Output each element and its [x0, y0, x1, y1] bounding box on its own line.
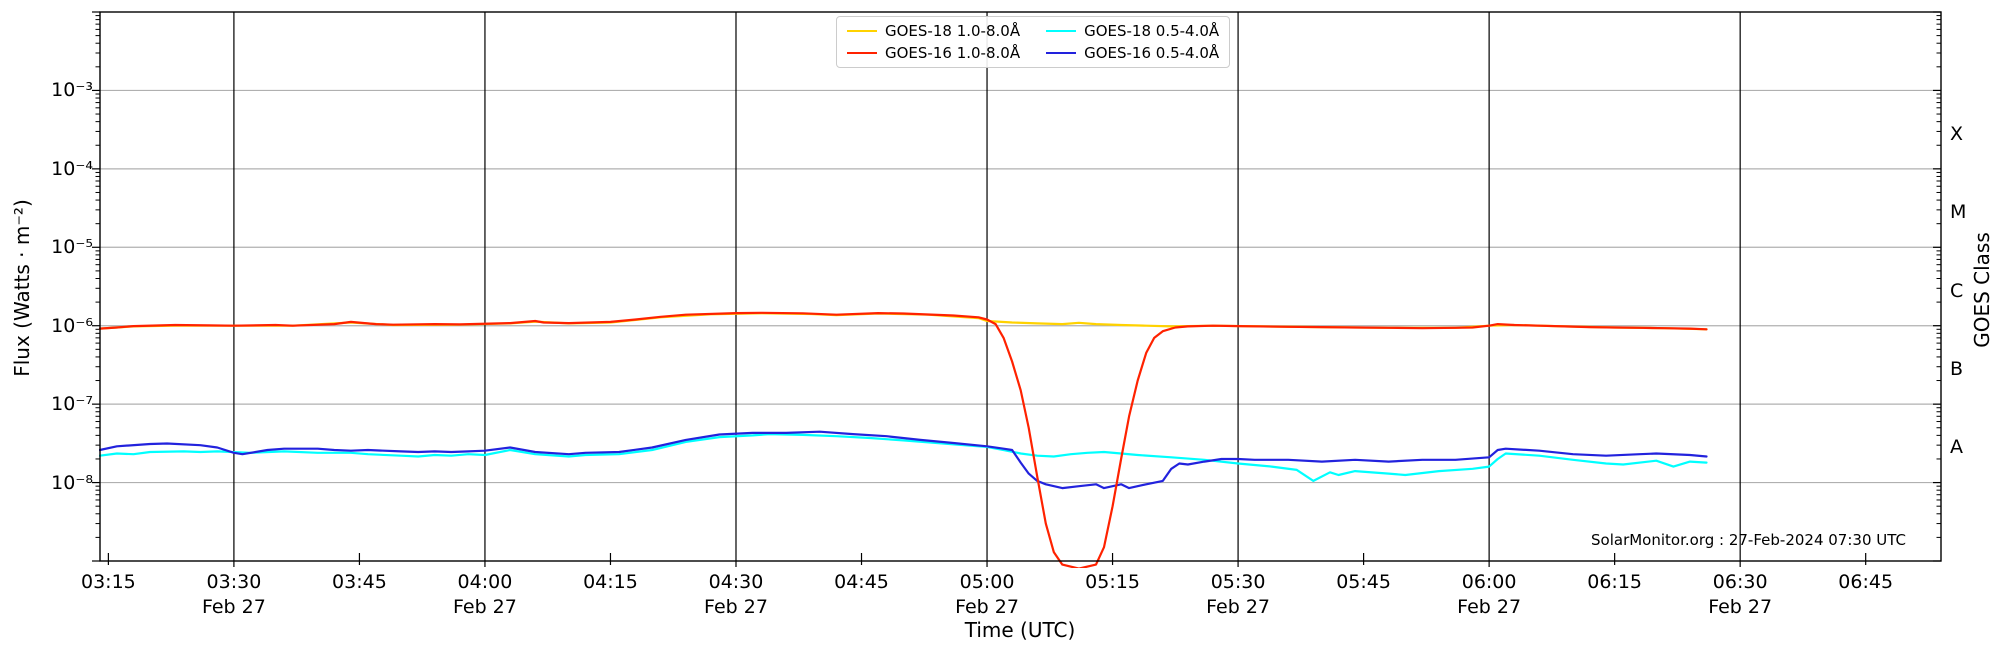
ytick-label-1e-8: 10⁻⁸: [51, 471, 93, 494]
xtick-date-label: Feb 27: [453, 596, 517, 618]
xtick-date-label: Feb 27: [955, 596, 1019, 618]
xtick-label-05:30: 05:30: [1210, 571, 1266, 593]
right-axis-label: GOES Class: [1970, 232, 1994, 348]
legend-swatch-goes18-long: [847, 30, 877, 32]
goes-class-B: B: [1950, 357, 1964, 380]
legend-swatch-goes16-long: [847, 52, 877, 54]
plot-frame: [99, 11, 1942, 562]
legend-item-goes16-long: GOES-16 1.0-8.0Å: [847, 44, 1020, 62]
legend-label-goes16-short: GOES-16 0.5-4.0Å: [1084, 44, 1220, 62]
xtick-date-label: Feb 27: [1457, 596, 1522, 618]
series-goes-16-0.5-4.0-: [99, 430, 1708, 490]
goes-class-A: A: [1950, 436, 1963, 459]
legend-swatch-goes16-short: [1046, 52, 1077, 54]
x-axis-label: Time (UTC): [964, 618, 1076, 642]
xtick-label-06:00: 06:00: [1461, 571, 1517, 593]
xtick-date-label: Feb 27: [704, 596, 768, 618]
legend-swatch-goes18-short: [1046, 30, 1077, 32]
legend-label-goes16-long: GOES-16 1.0-8.0Å: [885, 44, 1021, 62]
xtick-label-03:15: 03:15: [80, 571, 136, 593]
goes-class-M: M: [1950, 201, 1967, 224]
legend-label-goes18-short: GOES-18 0.5-4.0Å: [1084, 22, 1220, 40]
ytick-label-1e-7: 10⁻⁷: [51, 393, 93, 416]
ytick-label-1e-3: 10⁻³: [51, 79, 93, 102]
legend: GOES-18 1.0-8.0Å GOES-16 1.0-8.0Å GOES-1…: [836, 16, 1231, 68]
xtick-date-label: Feb 27: [1708, 596, 1773, 618]
series-goes-18-0.5-4.0-: [99, 433, 1708, 482]
xtick-label-04:30: 04:30: [708, 571, 764, 593]
y-axis-label: Flux (Watts · m⁻²): [10, 199, 34, 377]
ytick-label-1e-6: 10⁻⁶: [51, 314, 93, 337]
xtick-label-06:30: 06:30: [1712, 571, 1768, 593]
ytick-label-1e-5: 10⁻⁵: [51, 236, 93, 259]
legend-item-goes16-short: GOES-16 0.5-4.0Å: [1046, 44, 1219, 62]
ytick-label-1e-4: 10⁻⁴: [51, 157, 93, 180]
xtick-date-label: Feb 27: [201, 596, 266, 618]
xtick-label-04:45: 04:45: [834, 571, 889, 593]
xtick-label-05:00: 05:00: [959, 571, 1015, 593]
xtick-date-label: Feb 27: [1206, 596, 1271, 618]
legend-label-goes18-long: GOES-18 1.0-8.0Å: [885, 22, 1021, 40]
xtick-label-04:00: 04:00: [457, 571, 513, 593]
xtick-label-06:45: 06:45: [1838, 571, 1894, 593]
xtick-label-06:15: 06:15: [1587, 571, 1643, 593]
xtick-label-05:45: 05:45: [1336, 571, 1391, 593]
xtick-label-03:45: 03:45: [332, 571, 387, 593]
series-goes-16-1.0-8.0-: [99, 311, 1708, 568]
legend-item-goes18-short: GOES-18 0.5-4.0Å: [1046, 22, 1219, 40]
source-annotation: SolarMonitor.org : 27-Feb-2024 07:30 UTC: [1591, 531, 1906, 549]
legend-item-goes18-long: GOES-18 1.0-8.0Å: [847, 22, 1020, 40]
xtick-label-05:15: 05:15: [1085, 571, 1140, 593]
goes-class-X: X: [1950, 122, 1964, 145]
goes-class-C: C: [1950, 279, 1964, 302]
xtick-label-03:30: 03:30: [206, 571, 262, 593]
xtick-label-04:15: 04:15: [583, 571, 638, 593]
